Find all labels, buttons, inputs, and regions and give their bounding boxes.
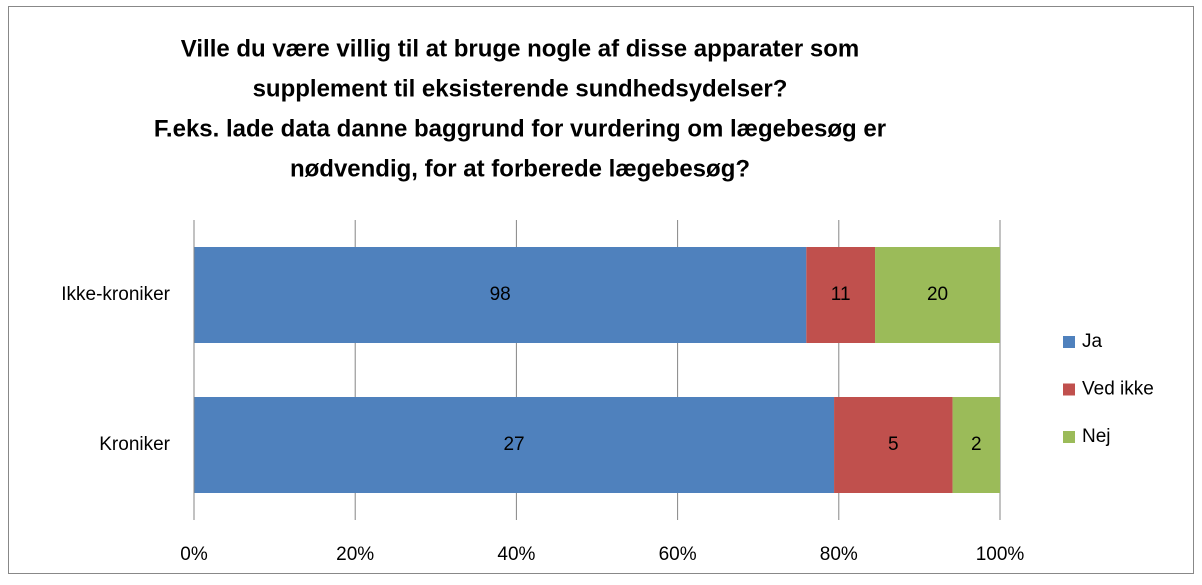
legend-label: Ved ikke <box>1082 379 1154 400</box>
y-tick-label: Ikke-kroniker <box>61 284 170 305</box>
x-tick-label: 40% <box>497 544 535 565</box>
chart-title: F.eks. lade data danne baggrund for vurd… <box>154 115 886 142</box>
chart-title: nødvendig, for at forberede lægebesøg? <box>290 155 750 182</box>
legend-swatch <box>1063 336 1075 348</box>
bar-segment <box>194 247 807 343</box>
legend-swatch <box>1063 383 1075 396</box>
bar-segment <box>194 397 835 493</box>
x-tick-label: 0% <box>180 544 208 565</box>
chart-title: Ville du være villig til at bruge nogle … <box>181 35 859 62</box>
data-label: 2 <box>971 434 982 455</box>
chart-title: supplement til eksisterende sundhedsydel… <box>253 75 788 102</box>
legend-label: Ja <box>1082 331 1103 352</box>
data-label: 11 <box>831 284 851 305</box>
legend-swatch <box>1063 431 1075 443</box>
x-tick-label: 100% <box>976 544 1025 565</box>
bar-segment <box>834 397 953 493</box>
data-label: 27 <box>503 434 524 455</box>
data-label: 20 <box>927 284 948 305</box>
bar-segment <box>875 247 1000 343</box>
legend-label: Nej <box>1082 426 1111 447</box>
x-tick-label: 80% <box>820 544 858 565</box>
y-tick-label: Kroniker <box>99 434 170 455</box>
bar-segment <box>806 247 876 343</box>
x-tick-label: 20% <box>336 544 374 565</box>
data-label: 5 <box>888 434 899 455</box>
data-label: 98 <box>490 284 511 305</box>
bar-segment <box>952 397 1000 493</box>
x-tick-label: 60% <box>659 544 697 565</box>
